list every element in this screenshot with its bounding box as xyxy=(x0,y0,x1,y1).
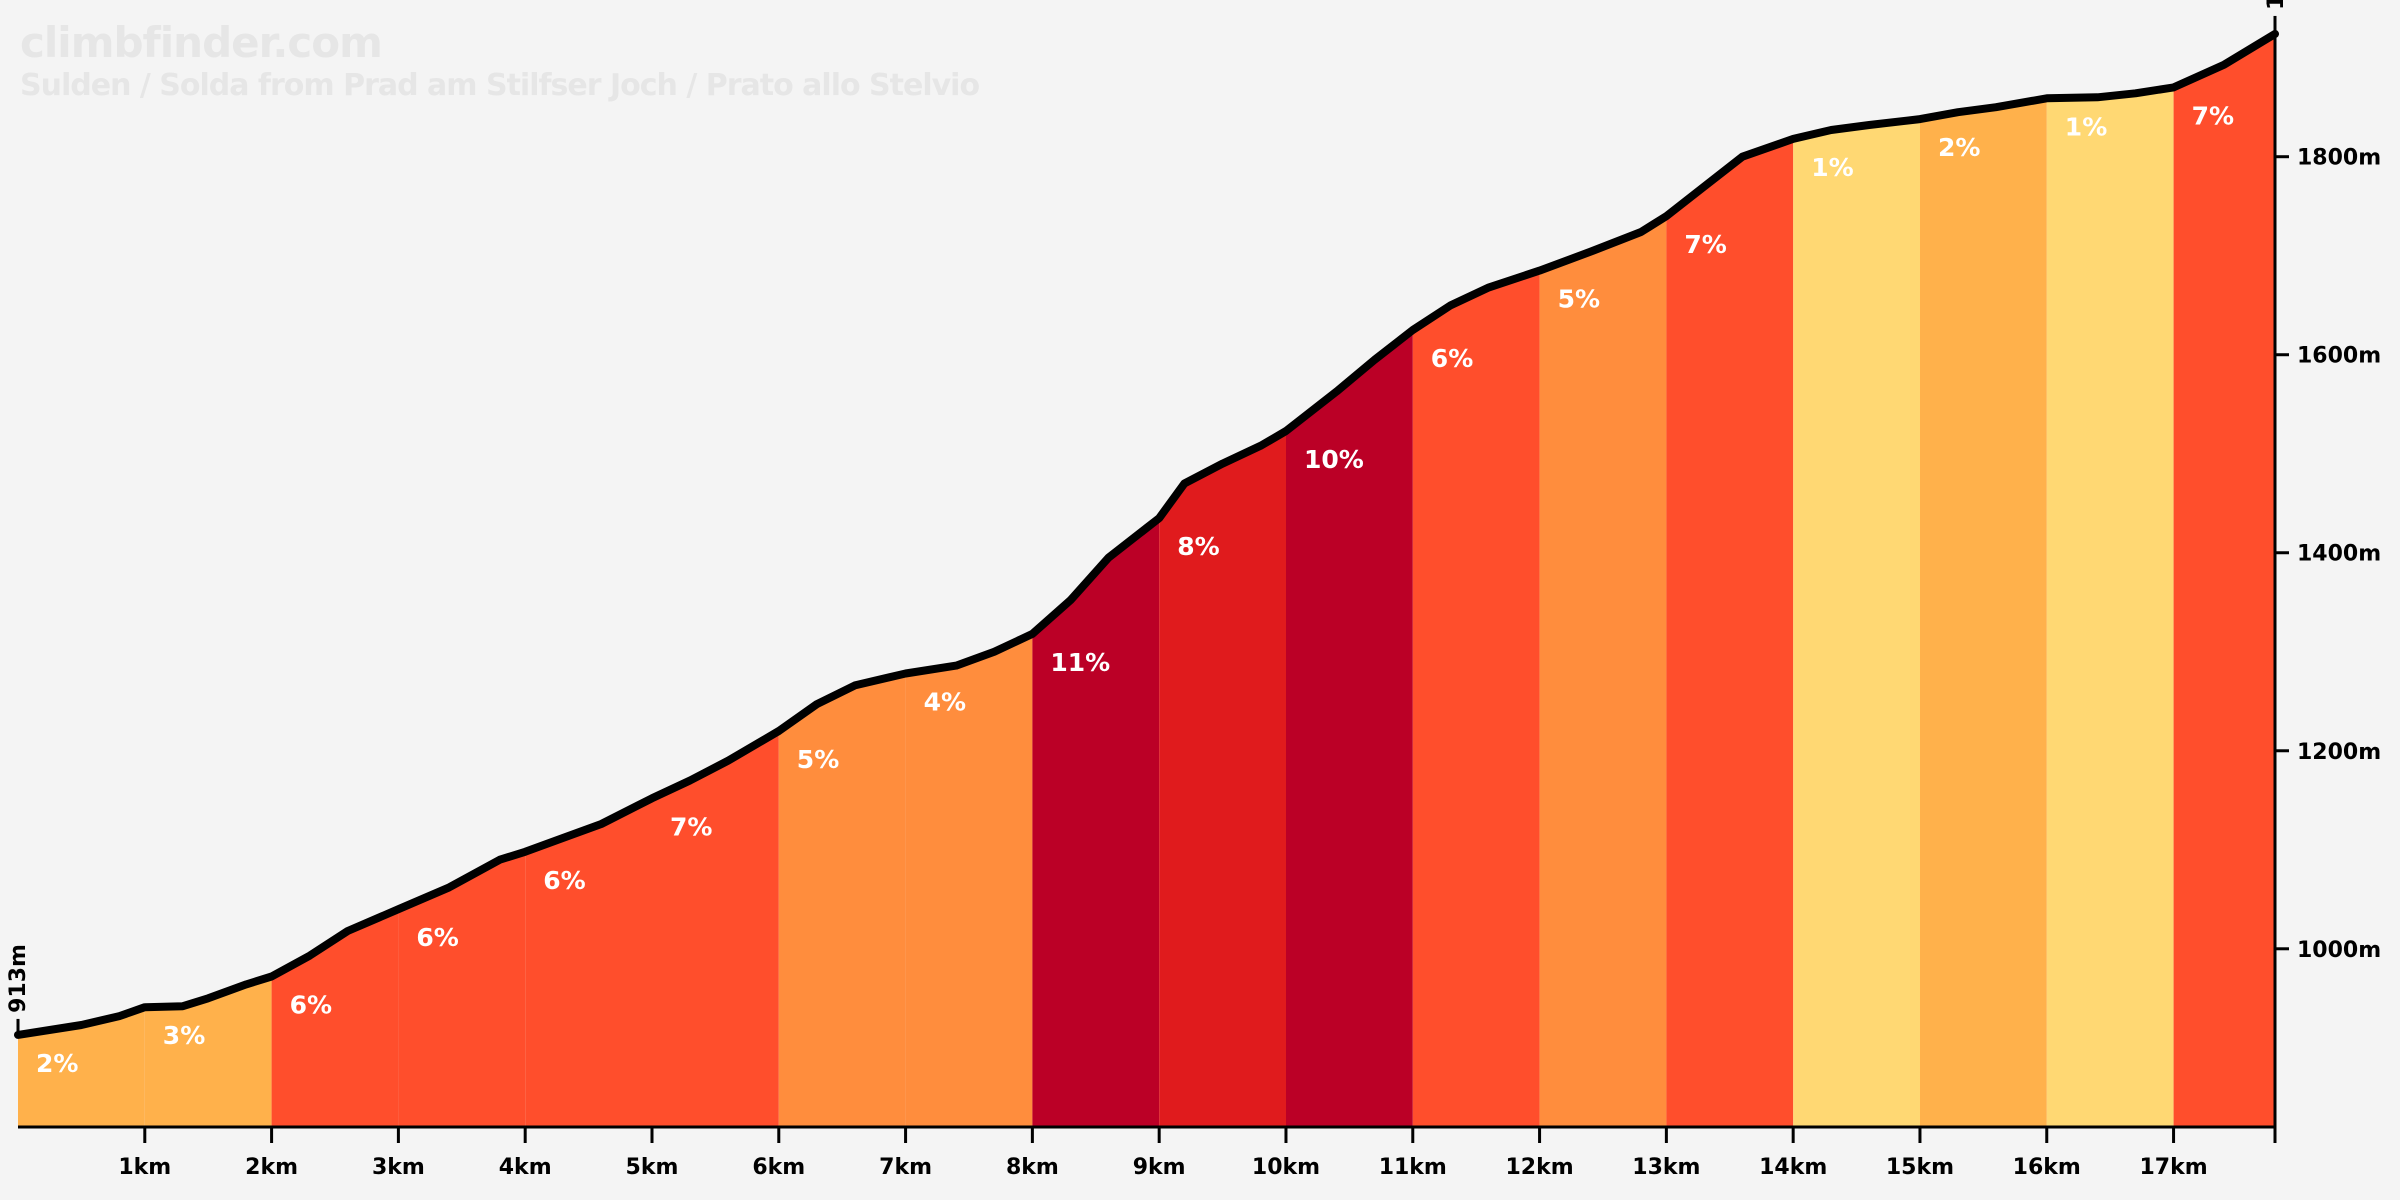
gradient-label-18: 7% xyxy=(2192,101,2234,130)
x-tick-label-16: 16km xyxy=(2013,1155,2081,1180)
start-elevation-label: 913m xyxy=(6,944,31,1013)
gradient-segment-1 xyxy=(18,1007,145,1127)
gradient-segment-4 xyxy=(398,851,526,1127)
y-tick-label-1: 1000m xyxy=(2297,938,2381,963)
x-tick-label-5: 5km xyxy=(626,1155,679,1180)
gradient-segment-18 xyxy=(2173,33,2275,1127)
gradient-segment-9 xyxy=(1032,518,1160,1127)
gradient-segment-11 xyxy=(1286,330,1413,1127)
x-tick-label-9: 9km xyxy=(1133,1155,1186,1180)
x-tick-label-4: 4km xyxy=(499,1155,552,1180)
profile-line xyxy=(14,29,2279,1039)
gradient-label-5: 6% xyxy=(543,866,585,895)
gradient-label-1: 2% xyxy=(36,1049,78,1078)
gradient-label-15: 1% xyxy=(1811,153,1853,182)
gradient-segment-8 xyxy=(905,633,1033,1127)
gradient-segment-7 xyxy=(778,673,906,1127)
header: climbfinder.com Sulden / Solda from Prad… xyxy=(20,18,980,104)
x-tick-label-14: 14km xyxy=(1759,1155,1827,1180)
y-tick-label-4: 1600m xyxy=(2297,344,2381,369)
gradient-segments xyxy=(18,33,2275,1128)
gradient-label-4: 6% xyxy=(416,923,458,952)
gradient-label-8: 4% xyxy=(924,688,966,717)
gradient-label-17: 1% xyxy=(2065,112,2107,141)
gradient-label-14: 7% xyxy=(1684,230,1726,259)
axes: 1km 2km 3km 4km 5km 6km 7km 8km 9km 10km 11km 12km 1… xyxy=(6,0,2381,1180)
gradient-label-12: 6% xyxy=(1431,344,1473,373)
y-tick-label-2: 1200m xyxy=(2297,740,2381,765)
gradient-label-10: 8% xyxy=(1177,532,1219,561)
x-tick-label-3: 3km xyxy=(372,1155,425,1180)
x-tick-label-2: 2km xyxy=(245,1155,298,1180)
x-tick-label-13: 13km xyxy=(1632,1155,1700,1180)
gradient-segment-10 xyxy=(1159,431,1286,1127)
gradient-segment-14 xyxy=(1666,138,1794,1127)
x-tick-label-8: 8km xyxy=(1006,1155,1059,1180)
gradient-label-9: 11% xyxy=(1050,648,1110,677)
gradient-segment-17 xyxy=(2046,87,2174,1127)
gradient-label-6: 7% xyxy=(670,812,712,841)
gradient-segment-15 xyxy=(1793,119,1920,1128)
gradient-segment-16 xyxy=(1920,98,2047,1127)
gradient-label-13: 5% xyxy=(1558,285,1600,314)
x-tick-label-17: 17km xyxy=(2139,1155,2207,1180)
gradient-labels: 2% 3% 6% 6% 6% 7% 5% 4% 11% 8% 10% 6% 5% 7% 1% 2% 1% 7% xyxy=(36,101,2234,1078)
gradient-segment-13 xyxy=(1539,216,1667,1128)
gradient-label-7: 5% xyxy=(797,745,839,774)
gradient-label-2: 3% xyxy=(163,1021,205,1050)
x-tick-label-15: 15km xyxy=(1886,1155,1954,1180)
gradient-label-11: 10% xyxy=(1304,445,1364,474)
x-tick-label-6: 6km xyxy=(752,1155,805,1180)
x-tick-label-1: 1km xyxy=(118,1155,171,1180)
gradient-segment-5 xyxy=(525,798,652,1127)
x-tick-label-7: 7km xyxy=(879,1155,932,1180)
brand-watermark: climbfinder.com xyxy=(20,18,383,67)
climb-title: Sulden / Solda from Prad am Stilfser Joc… xyxy=(20,68,980,103)
gradient-segment-12 xyxy=(1412,270,1540,1128)
y-tick-label-5: 1800m xyxy=(2297,146,2381,171)
gradient-segment-6 xyxy=(652,731,779,1127)
end-elevation-label: 1924m xyxy=(2264,0,2289,10)
gradient-segment-2 xyxy=(144,976,272,1127)
gradient-label-16: 2% xyxy=(1938,133,1980,162)
y-tick-label-3: 1400m xyxy=(2297,542,2381,567)
x-tick-label-12: 12km xyxy=(1505,1155,1573,1180)
x-tick-label-10: 10km xyxy=(1252,1155,1320,1180)
x-tick-label-11: 11km xyxy=(1379,1155,1447,1180)
gradient-label-3: 6% xyxy=(290,991,332,1020)
